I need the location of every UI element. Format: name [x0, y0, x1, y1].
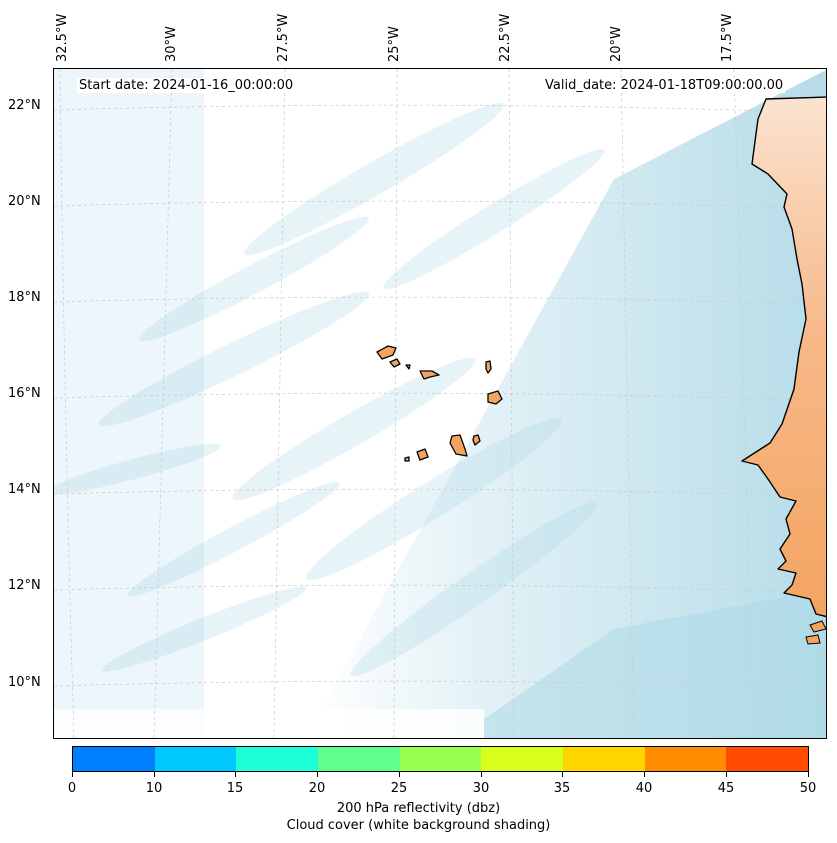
colorbar-tick-label: 50 — [799, 781, 817, 796]
graticule-lon-22-5w — [508, 69, 515, 738]
colorbar-segment — [154, 747, 237, 771]
lon-tick-25w: 25°W — [387, 26, 402, 62]
colorbar-tick-label: 20 — [308, 781, 326, 796]
graticule-lon-32-5w — [59, 69, 75, 738]
cloud-clear-strip — [54, 709, 484, 738]
bijagos-island — [809, 620, 826, 633]
lon-tick-17-5w: 17.5°W — [720, 13, 735, 62]
bijagos-island — [805, 634, 821, 645]
graticule-lat-18n — [54, 296, 826, 306]
colorbar-segment — [236, 747, 319, 771]
graticule-lat-20n — [54, 200, 826, 210]
graticule-lon-27-5w — [273, 69, 286, 738]
island-maio — [472, 434, 481, 446]
colorbar-subtitle: Cloud cover (white background shading) — [286, 818, 551, 833]
island-santa-luzia — [405, 364, 411, 370]
colorbar-tick-label: 40 — [635, 781, 653, 796]
colorbar-segment — [318, 747, 400, 771]
graticule-lon-25w — [393, 69, 398, 738]
lat-tick-12n: 12°N — [8, 578, 41, 593]
lon-tick-22-5w: 22.5°W — [498, 13, 513, 62]
cloud-cover-layer — [54, 69, 826, 738]
lat-tick-10n: 10°N — [8, 675, 41, 690]
colorbar-tick-mark — [154, 772, 155, 777]
colorbar-tick-label: 10 — [145, 781, 163, 796]
lat-tick-20n: 20°N — [8, 194, 41, 209]
lon-tick-32-5w: 32.5°W — [55, 13, 70, 62]
colorbar-segment — [399, 747, 482, 771]
island-sao-nicolau — [419, 370, 440, 380]
cloud-east-region — [305, 70, 826, 738]
cloud-west-band — [54, 69, 204, 738]
colorbar-tick-mark — [726, 772, 727, 777]
graticule-lat-16n — [54, 392, 826, 402]
graticule-lat-14n — [54, 488, 826, 498]
colorbar-tick-mark — [317, 772, 318, 777]
island-sao-vicente — [389, 358, 401, 368]
colorbar-segment — [563, 747, 645, 771]
colorbar-tick-label: 25 — [390, 781, 408, 796]
island-santo-antao — [376, 345, 397, 360]
island-fogo — [416, 448, 429, 461]
colorbar-tick-label: 0 — [67, 781, 77, 796]
map-canvas — [54, 69, 826, 738]
graticule-lon-20w — [620, 69, 635, 738]
graticule-lat-10n — [54, 680, 826, 690]
colorbar-tick-mark — [562, 772, 563, 777]
colorbar-tick-mark — [644, 772, 645, 777]
colorbar-title: 200 hPa reflectivity (dbz) — [336, 801, 501, 816]
colorbar-segment — [644, 747, 727, 771]
colorbar-segment — [726, 747, 809, 771]
colorbar-tick-mark — [399, 772, 400, 777]
colorbar-tick-label: 15 — [226, 781, 244, 796]
island-santiago — [449, 434, 468, 457]
colorbar-tick-mark — [481, 772, 482, 777]
island-brava — [404, 456, 410, 462]
graticule-lon-17-5w — [733, 69, 755, 738]
map-panel[interactable] — [53, 68, 827, 739]
graticule-lat-22n — [54, 104, 826, 114]
lon-tick-20w: 20°W — [609, 26, 624, 62]
cloud-south-band — [484, 589, 826, 738]
colorbar-tick-mark — [808, 772, 809, 777]
colorbar-segment — [481, 747, 564, 771]
colorbar-tick-mark — [72, 772, 73, 777]
africa-landmass — [741, 96, 826, 618]
colorbar-tick-label: 45 — [717, 781, 735, 796]
lat-tick-14n: 14°N — [8, 482, 41, 497]
lat-tick-16n: 16°N — [8, 386, 41, 401]
graticule-lon-30w — [153, 69, 173, 738]
island-sal — [485, 360, 492, 374]
colorbar-segment — [73, 747, 155, 771]
lat-tick-18n: 18°N — [8, 290, 41, 305]
cape-verde-islands — [376, 345, 503, 462]
colorbar-tick-label: 30 — [472, 781, 490, 796]
colorbar-tick-label: 35 — [553, 781, 571, 796]
colorbar-tick-mark — [235, 772, 236, 777]
island-boa-vista — [487, 390, 503, 405]
graticule — [54, 69, 826, 738]
lon-tick-27-5w: 27.5°W — [276, 13, 291, 62]
graticule-lat-12n — [54, 584, 826, 594]
valid-date-label: Valid_date: 2024-01-18T09:00:00.00 — [543, 78, 786, 93]
lon-tick-30w: 30°W — [164, 26, 179, 62]
lat-tick-22n: 22°N — [8, 98, 41, 113]
start-date-label: Start date: 2024-01-16_00:00:00 — [77, 78, 296, 93]
colorbar — [72, 746, 809, 772]
